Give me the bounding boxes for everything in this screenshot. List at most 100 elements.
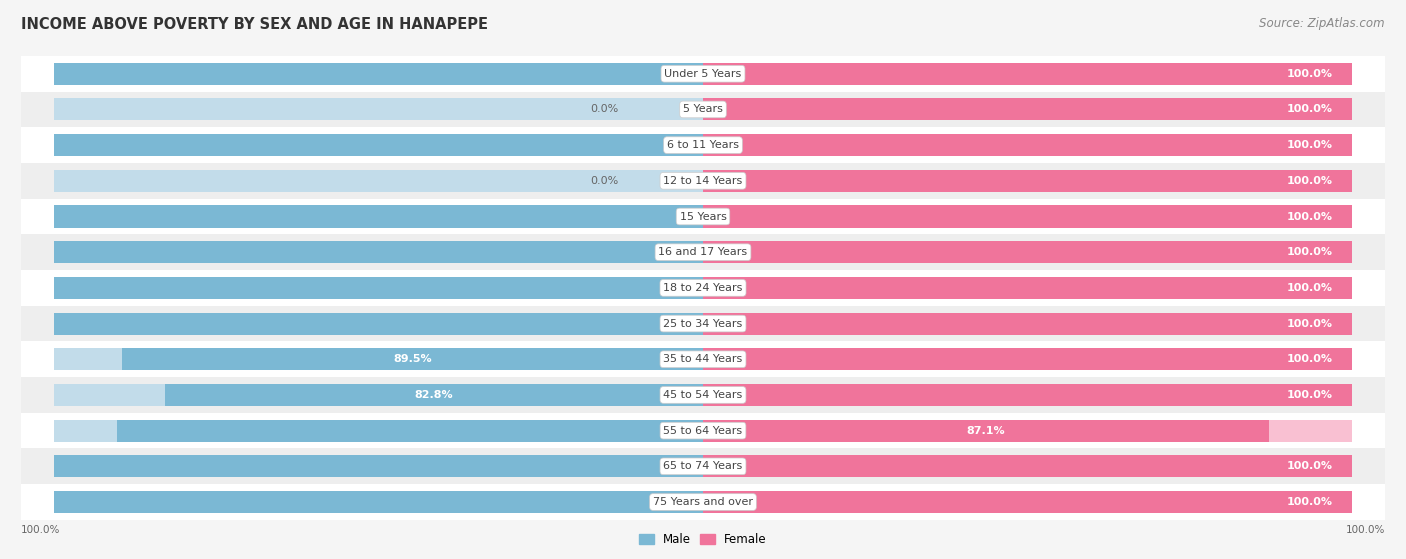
Bar [166, 384, 703, 406]
Bar [53, 277, 703, 299]
Bar [703, 98, 1353, 121]
Bar [703, 134, 1353, 156]
Text: 6 to 11 Years: 6 to 11 Years [666, 140, 740, 150]
Legend: Male, Female: Male, Female [634, 529, 772, 551]
Text: 100.0%: 100.0% [1286, 176, 1333, 186]
Text: 100.0%: 100.0% [1286, 69, 1333, 79]
Text: 100.0%: 100.0% [678, 319, 723, 329]
Bar [703, 277, 1353, 299]
Bar [703, 384, 1353, 406]
Text: 100.0%: 100.0% [21, 525, 60, 535]
Bar [703, 206, 1353, 228]
Bar [703, 348, 1353, 370]
Bar [53, 63, 703, 85]
Text: 16 and 17 Years: 16 and 17 Years [658, 247, 748, 257]
Bar [21, 234, 1385, 270]
Text: 100.0%: 100.0% [1286, 354, 1333, 364]
Text: 100.0%: 100.0% [1286, 140, 1333, 150]
Text: 90.2%: 90.2% [678, 425, 716, 435]
Bar [53, 241, 703, 263]
Text: 100.0%: 100.0% [1286, 105, 1333, 115]
Text: 100.0%: 100.0% [1286, 319, 1333, 329]
Text: 100.0%: 100.0% [678, 69, 723, 79]
Bar [53, 312, 703, 335]
Text: 100.0%: 100.0% [1346, 525, 1385, 535]
Bar [703, 491, 1353, 513]
Text: 82.8%: 82.8% [415, 390, 454, 400]
Text: 45 to 54 Years: 45 to 54 Years [664, 390, 742, 400]
Bar [53, 348, 703, 370]
Bar [53, 491, 703, 513]
Bar [703, 98, 1353, 121]
Bar [21, 198, 1385, 234]
Bar [21, 413, 1385, 448]
Bar [626, 170, 703, 192]
Bar [53, 384, 703, 406]
Bar [53, 455, 703, 477]
Bar [703, 420, 1268, 442]
Bar [703, 170, 1353, 192]
Bar [21, 92, 1385, 127]
Bar [703, 134, 1353, 156]
Text: 100.0%: 100.0% [1286, 283, 1333, 293]
Bar [703, 170, 1353, 192]
Text: 100.0%: 100.0% [1286, 247, 1333, 257]
Text: 100.0%: 100.0% [1286, 461, 1333, 471]
Bar [21, 270, 1385, 306]
Text: 18 to 24 Years: 18 to 24 Years [664, 283, 742, 293]
Text: 100.0%: 100.0% [1286, 497, 1333, 507]
Bar [53, 277, 703, 299]
Bar [703, 312, 1353, 335]
Bar [703, 491, 1353, 513]
Text: 55 to 64 Years: 55 to 64 Years [664, 425, 742, 435]
Bar [21, 342, 1385, 377]
Text: 100.0%: 100.0% [678, 211, 723, 221]
Bar [703, 455, 1353, 477]
Text: 89.5%: 89.5% [394, 354, 432, 364]
Bar [21, 127, 1385, 163]
Bar [703, 312, 1353, 335]
Bar [53, 134, 703, 156]
Bar [703, 455, 1353, 477]
Bar [53, 420, 703, 442]
Text: 75 Years and over: 75 Years and over [652, 497, 754, 507]
Text: Under 5 Years: Under 5 Years [665, 69, 741, 79]
Bar [53, 455, 703, 477]
Text: 100.0%: 100.0% [678, 461, 723, 471]
Text: 100.0%: 100.0% [1286, 211, 1333, 221]
Bar [703, 348, 1353, 370]
Bar [53, 241, 703, 263]
Text: 0.0%: 0.0% [591, 105, 619, 115]
Bar [122, 348, 703, 370]
Text: 87.1%: 87.1% [966, 425, 1005, 435]
Text: 15 Years: 15 Years [679, 211, 727, 221]
Text: 35 to 44 Years: 35 to 44 Years [664, 354, 742, 364]
Bar [21, 306, 1385, 342]
Bar [53, 312, 703, 335]
Bar [703, 241, 1353, 263]
Text: 100.0%: 100.0% [678, 497, 723, 507]
Bar [53, 170, 703, 192]
Bar [53, 63, 703, 85]
Bar [626, 98, 703, 121]
Text: 12 to 14 Years: 12 to 14 Years [664, 176, 742, 186]
Text: 100.0%: 100.0% [678, 140, 723, 150]
Bar [21, 377, 1385, 413]
Bar [53, 206, 703, 228]
Bar [21, 163, 1385, 198]
Text: 100.0%: 100.0% [678, 283, 723, 293]
Bar [53, 134, 703, 156]
Bar [703, 384, 1353, 406]
Bar [21, 56, 1385, 92]
Bar [53, 491, 703, 513]
Text: 25 to 34 Years: 25 to 34 Years [664, 319, 742, 329]
Text: Source: ZipAtlas.com: Source: ZipAtlas.com [1260, 17, 1385, 30]
Text: 5 Years: 5 Years [683, 105, 723, 115]
Bar [21, 448, 1385, 484]
Text: 0.0%: 0.0% [591, 176, 619, 186]
Bar [703, 63, 1353, 85]
Bar [703, 206, 1353, 228]
Bar [703, 63, 1353, 85]
Bar [703, 420, 1353, 442]
Bar [117, 420, 703, 442]
